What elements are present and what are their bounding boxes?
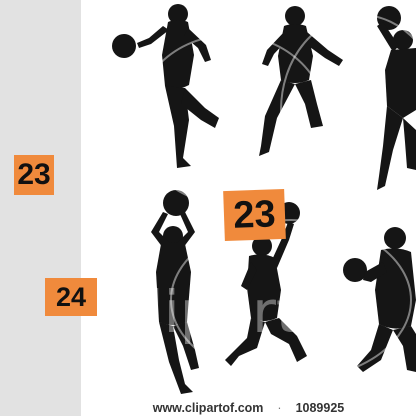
player-silhouette-holding-ball bbox=[343, 227, 416, 372]
player-silhouette-shooting bbox=[377, 6, 416, 190]
player-silhouettes: Clipart bbox=[107, 4, 416, 394]
player-silhouette-layup bbox=[225, 202, 307, 366]
basketball-icon bbox=[343, 258, 367, 282]
basketball-icon bbox=[163, 190, 189, 216]
image-credit-bar: www.clipartof.com · 1089925 bbox=[81, 400, 416, 416]
separator: · bbox=[277, 401, 282, 415]
basketball-icon bbox=[112, 34, 136, 58]
left-panel bbox=[0, 0, 81, 416]
watermark-text: Clipart bbox=[107, 278, 299, 346]
site-url: www.clipartof.com bbox=[152, 401, 264, 415]
player-silhouette-dribbling bbox=[112, 4, 219, 168]
player-silhouette-running bbox=[259, 6, 343, 156]
number-tag: 24 bbox=[45, 278, 97, 316]
clipart-stage: Clipart bbox=[81, 0, 416, 416]
number-tag: 23 bbox=[223, 188, 286, 242]
player-silhouette-ball-overhead bbox=[151, 190, 199, 394]
number-tag: 23 bbox=[14, 155, 54, 195]
image-number: 1089925 bbox=[295, 401, 345, 415]
